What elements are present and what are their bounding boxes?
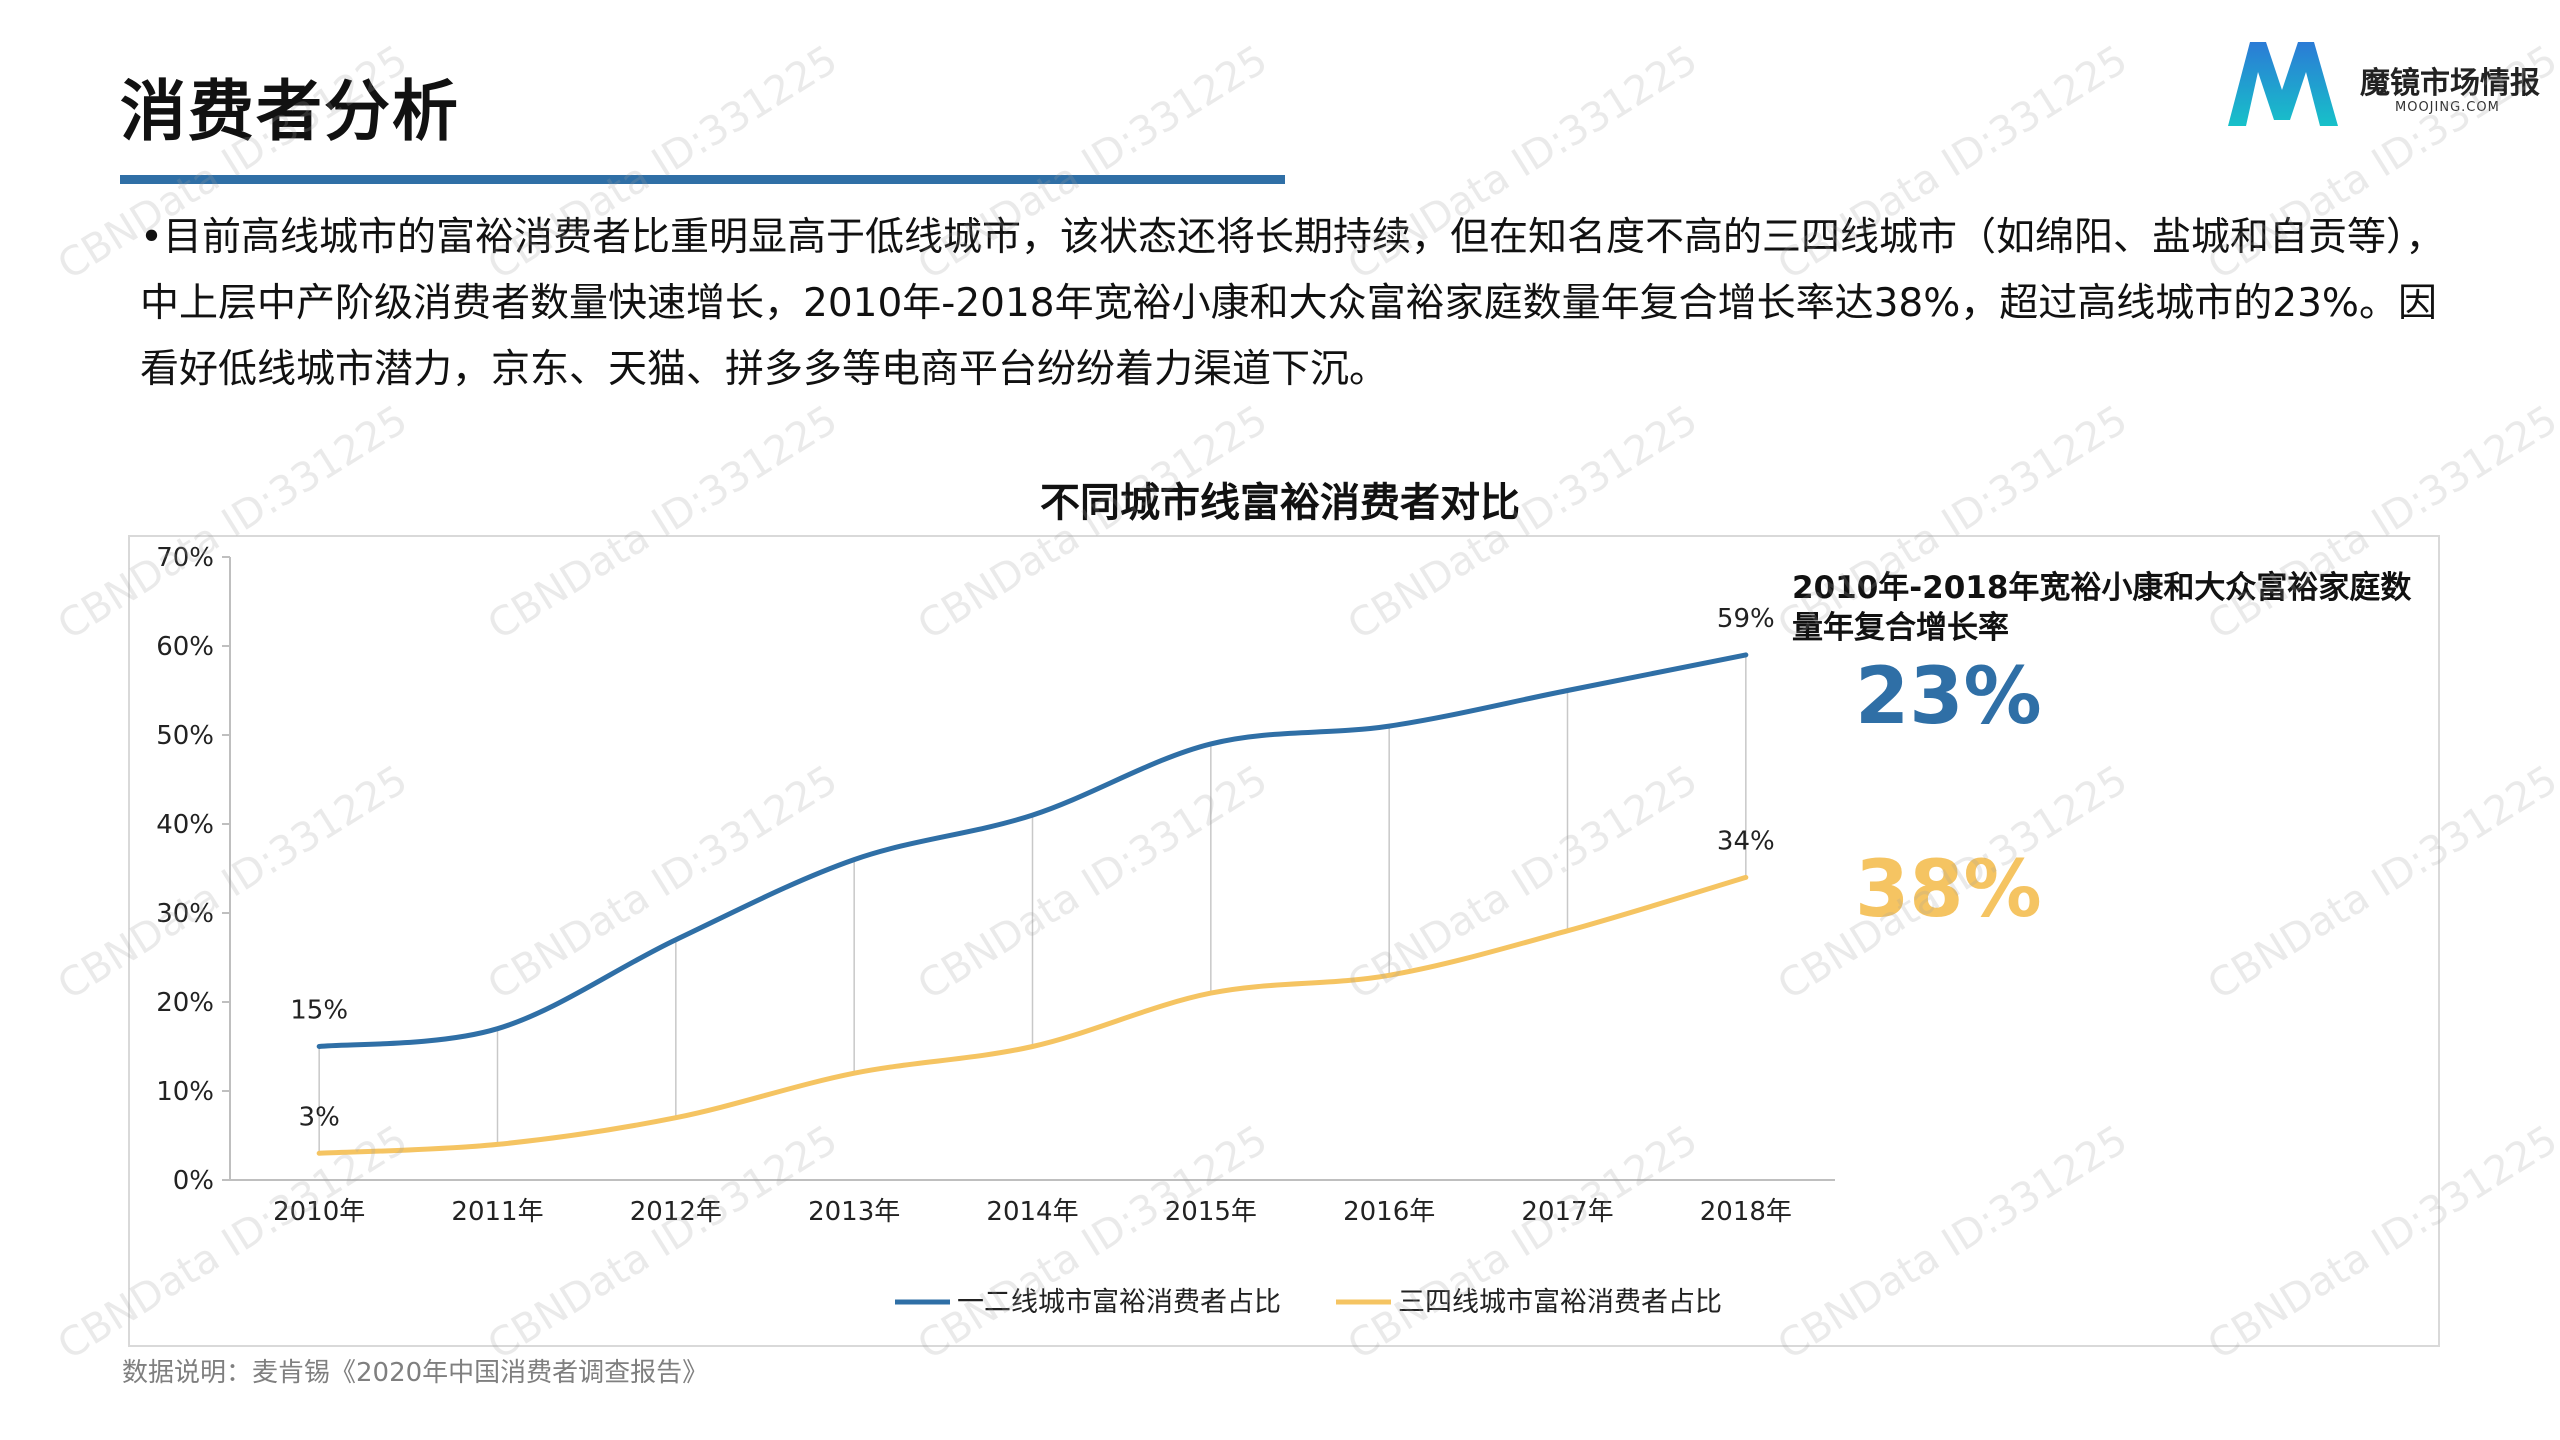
x-tick-label: 2013年	[808, 1197, 900, 1227]
series-line-tier12	[316, 652, 1749, 1049]
data-label: 3%	[299, 1102, 340, 1132]
x-tick-label: 2015年	[1165, 1197, 1257, 1227]
x-tick-label: 2012年	[630, 1197, 722, 1227]
x-tick-label: 2010年	[273, 1197, 365, 1227]
y-tick-label: 0%	[173, 1166, 214, 1196]
y-tick-label: 30%	[156, 899, 214, 929]
logo-brand-name: 魔镜市场情报	[2360, 66, 2540, 101]
x-tick-label: 2011年	[451, 1197, 543, 1227]
intro-paragraph: •目前高线城市的富裕消费者比重明显高于低线城市，该状态还将长期持续，但在知名度不…	[140, 215, 2445, 392]
series-line-tier34	[316, 874, 1749, 1156]
moojing-logo-icon	[2228, 42, 2338, 126]
data-label: 34%	[1717, 826, 1775, 856]
y-tick-label: 70%	[156, 543, 214, 573]
page-title: 消费者分析	[120, 73, 460, 150]
chart-title: 不同城市线富裕消费者对比	[1040, 480, 1520, 526]
data-label: 59%	[1717, 604, 1775, 634]
growth-rate-heading: 2010年-2018年宽裕小康和大众富裕家庭数量年复合增长率	[1792, 570, 2412, 646]
y-tick-label: 50%	[156, 721, 214, 751]
y-tick-label: 20%	[156, 988, 214, 1018]
x-tick-label: 2017年	[1521, 1197, 1613, 1227]
data-label: 15%	[290, 996, 348, 1026]
x-tick-label: 2014年	[986, 1197, 1078, 1227]
y-tick-label: 60%	[156, 632, 214, 662]
y-tick-label: 40%	[156, 810, 214, 840]
source-note: 数据说明：麦肯锡《2020年中国消费者调查报告》	[122, 1358, 709, 1388]
growth-rate-high-tier: 23%	[1855, 652, 2042, 742]
logo-domain: MOOJING.COM	[2395, 100, 2500, 115]
chart-frame	[128, 535, 2440, 1347]
x-tick-label: 2016年	[1343, 1197, 1435, 1227]
legend-label: 三四线城市富裕消费者占比	[1398, 1287, 1722, 1318]
growth-rate-low-tier: 38%	[1855, 845, 2042, 935]
x-tick-label: 2018年	[1700, 1197, 1792, 1227]
title-underline	[120, 175, 1285, 184]
legend-label: 一二线城市富裕消费者占比	[957, 1287, 1281, 1318]
y-tick-label: 10%	[156, 1077, 214, 1107]
